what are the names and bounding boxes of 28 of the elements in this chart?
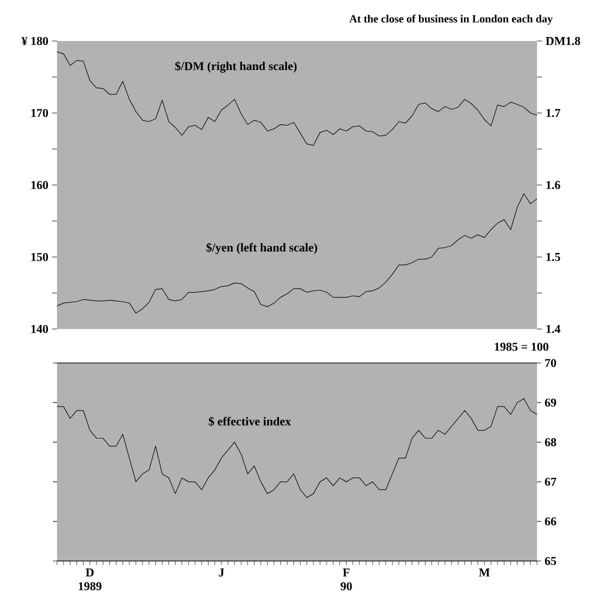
y-tick-label: 67 <box>544 478 556 486</box>
x-tick-label: J <box>218 568 224 577</box>
text: 1989 <box>78 582 102 590</box>
y-tick-label: 160 <box>31 180 48 190</box>
y-tick-label: 66 <box>544 517 556 526</box>
y-tick-label: 140 <box>31 324 48 334</box>
y-tick-label: 70 <box>545 358 556 368</box>
y-tick-label: 68 <box>544 438 556 446</box>
y2-tick-label: 1.5 <box>546 252 560 262</box>
text: $/DM (right hand scale) <box>175 61 297 73</box>
y-tick-label: 170 <box>31 108 48 118</box>
y-tick-label: 69 <box>544 398 556 407</box>
x-tick-label: M <box>478 568 490 576</box>
y2-tick-label: 1.6 <box>546 180 560 190</box>
y-tick-label: ¥ 180 <box>21 36 48 46</box>
x-tick-label: D <box>86 568 94 576</box>
y-axis-title: 1985 = 100 <box>494 342 548 351</box>
text: $ effective index <box>208 416 291 426</box>
text: 90 <box>340 582 352 590</box>
chart-subtitle: At the close of business in London each day <box>349 14 553 25</box>
x-tick-label: F <box>342 568 350 576</box>
y2-tick-label: DM1.8 <box>546 36 580 46</box>
y-tick-label: 65 <box>544 556 556 566</box>
y-tick-label: 150 <box>31 252 48 262</box>
y2-tick-label: 1.4 <box>546 324 560 334</box>
text: $/yen (left hand scale) <box>206 242 318 254</box>
line-series <box>56 52 538 146</box>
y2-tick-label: 1.7 <box>546 108 560 118</box>
